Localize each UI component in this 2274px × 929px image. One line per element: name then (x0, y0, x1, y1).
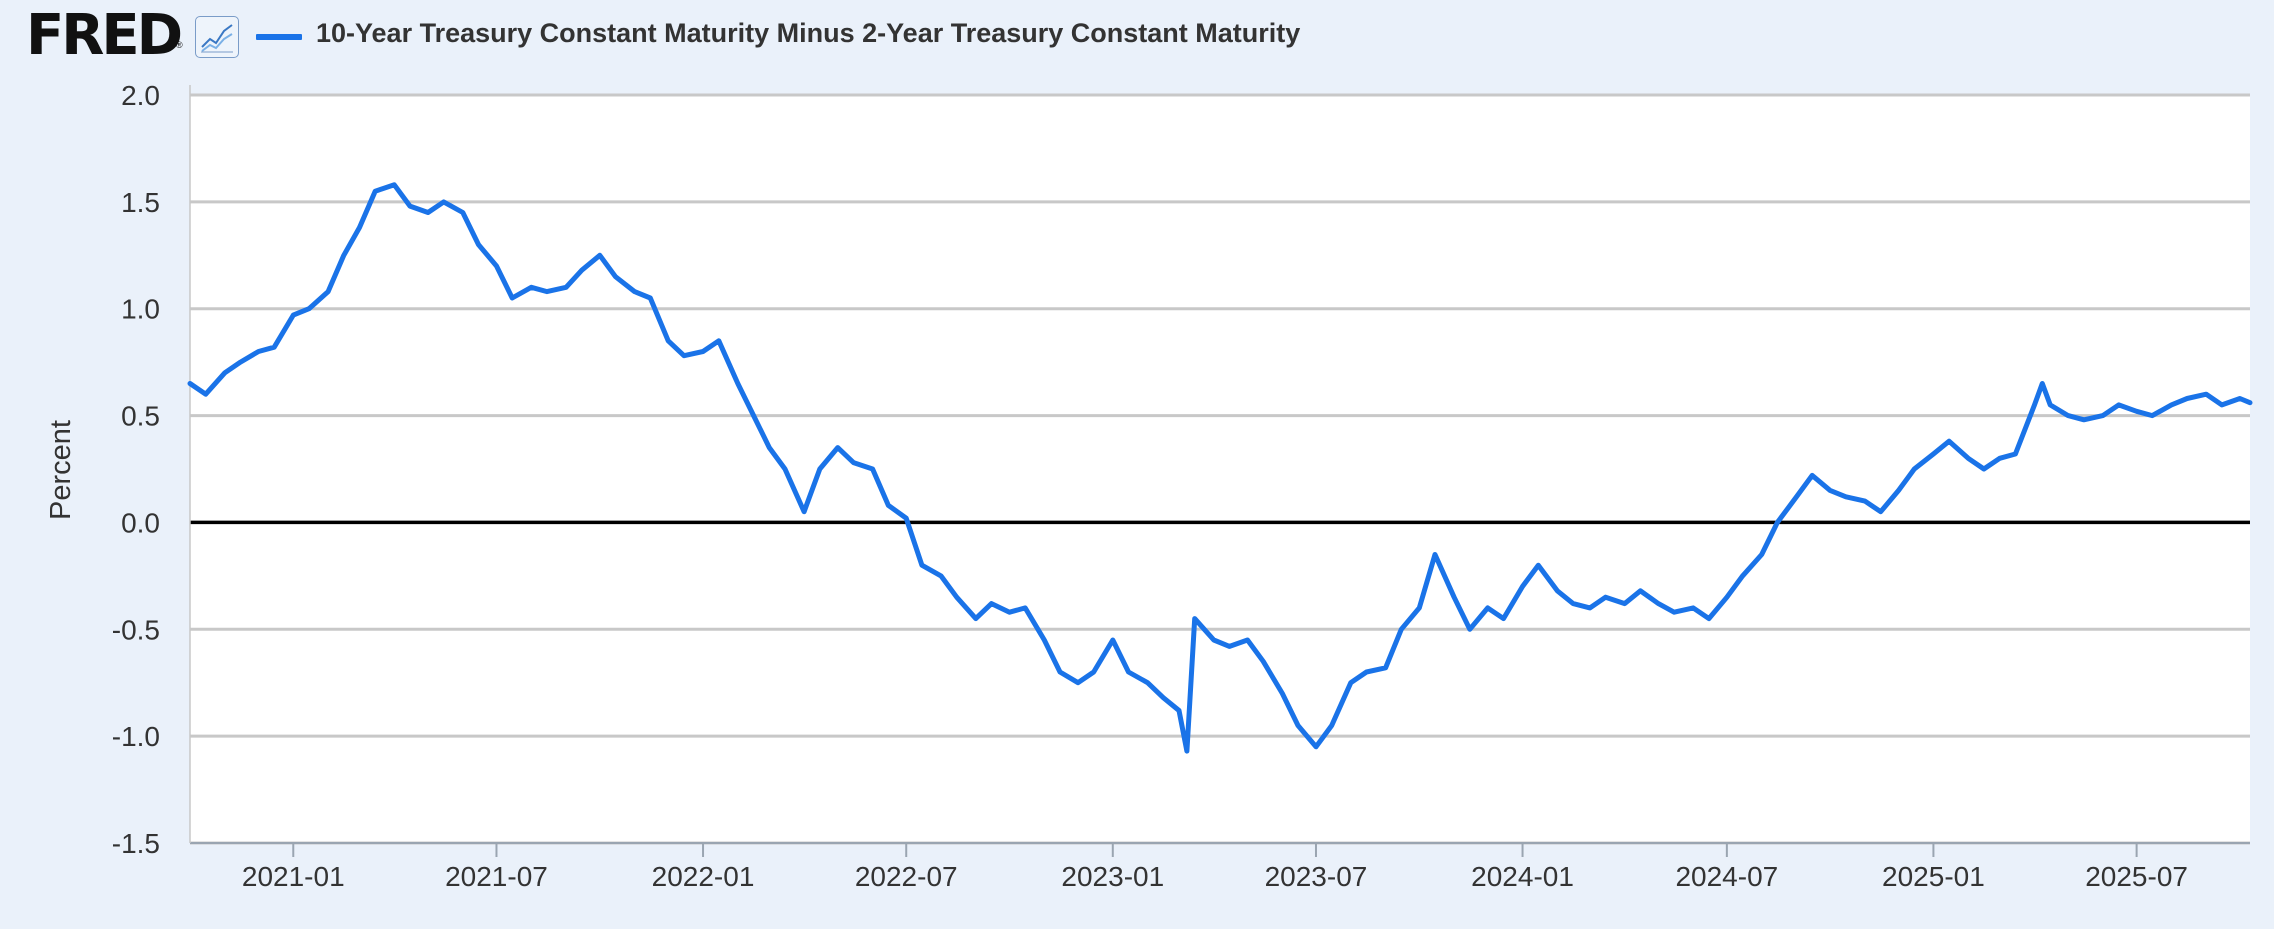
y-tick-label: 0.0 (121, 507, 160, 538)
fred-logo[interactable]: FRED (26, 3, 183, 68)
line-chart-icon[interactable] (195, 16, 239, 58)
y-axis-ticks: 2.0 1.5 1.0 0.5 0.0 -0.5 -1.0 -1.5 (112, 80, 160, 859)
y-tick-label: 1.0 (121, 294, 160, 325)
x-tick-label: 2025-01 (1882, 861, 1985, 892)
plot-background (190, 95, 2250, 843)
x-tick-label: 2021-01 (242, 861, 345, 892)
series-line[interactable] (187, 182, 2253, 754)
y-tick-label: -1.5 (112, 828, 160, 859)
x-tick-label: 2022-07 (855, 861, 958, 892)
legend-label[interactable]: 10-Year Treasury Constant Maturity Minus… (316, 18, 1301, 48)
registered-mark: ® (176, 40, 183, 50)
x-tick-label: 2021-07 (445, 861, 548, 892)
x-tick-label: 2024-07 (1675, 861, 1778, 892)
y-tick-label: -1.0 (112, 721, 160, 752)
x-tick-label: 2024-01 (1471, 861, 1574, 892)
x-tick-label: 2025-07 (2085, 861, 2188, 892)
y-tick-label: 2.0 (121, 80, 160, 111)
y-tick-label: -0.5 (112, 614, 160, 645)
y-tick-label: 1.5 (121, 187, 160, 218)
legend-swatch (256, 34, 302, 40)
y-tick-label: 0.5 (121, 401, 160, 432)
x-axis-ticks: 2021-01 2021-07 2022-01 2022-07 2023-01 2023-… (189, 85, 2250, 892)
y-axis-label: Percent (45, 420, 77, 520)
chart-header: FRED ® 10-Year Treasury Constant Maturit… (0, 0, 2274, 75)
x-tick-label: 2022-01 (652, 861, 755, 892)
x-tick-label: 2023-07 (1265, 861, 1368, 892)
series-group (187, 182, 2253, 754)
x-tick-label: 2023-01 (1061, 861, 1164, 892)
